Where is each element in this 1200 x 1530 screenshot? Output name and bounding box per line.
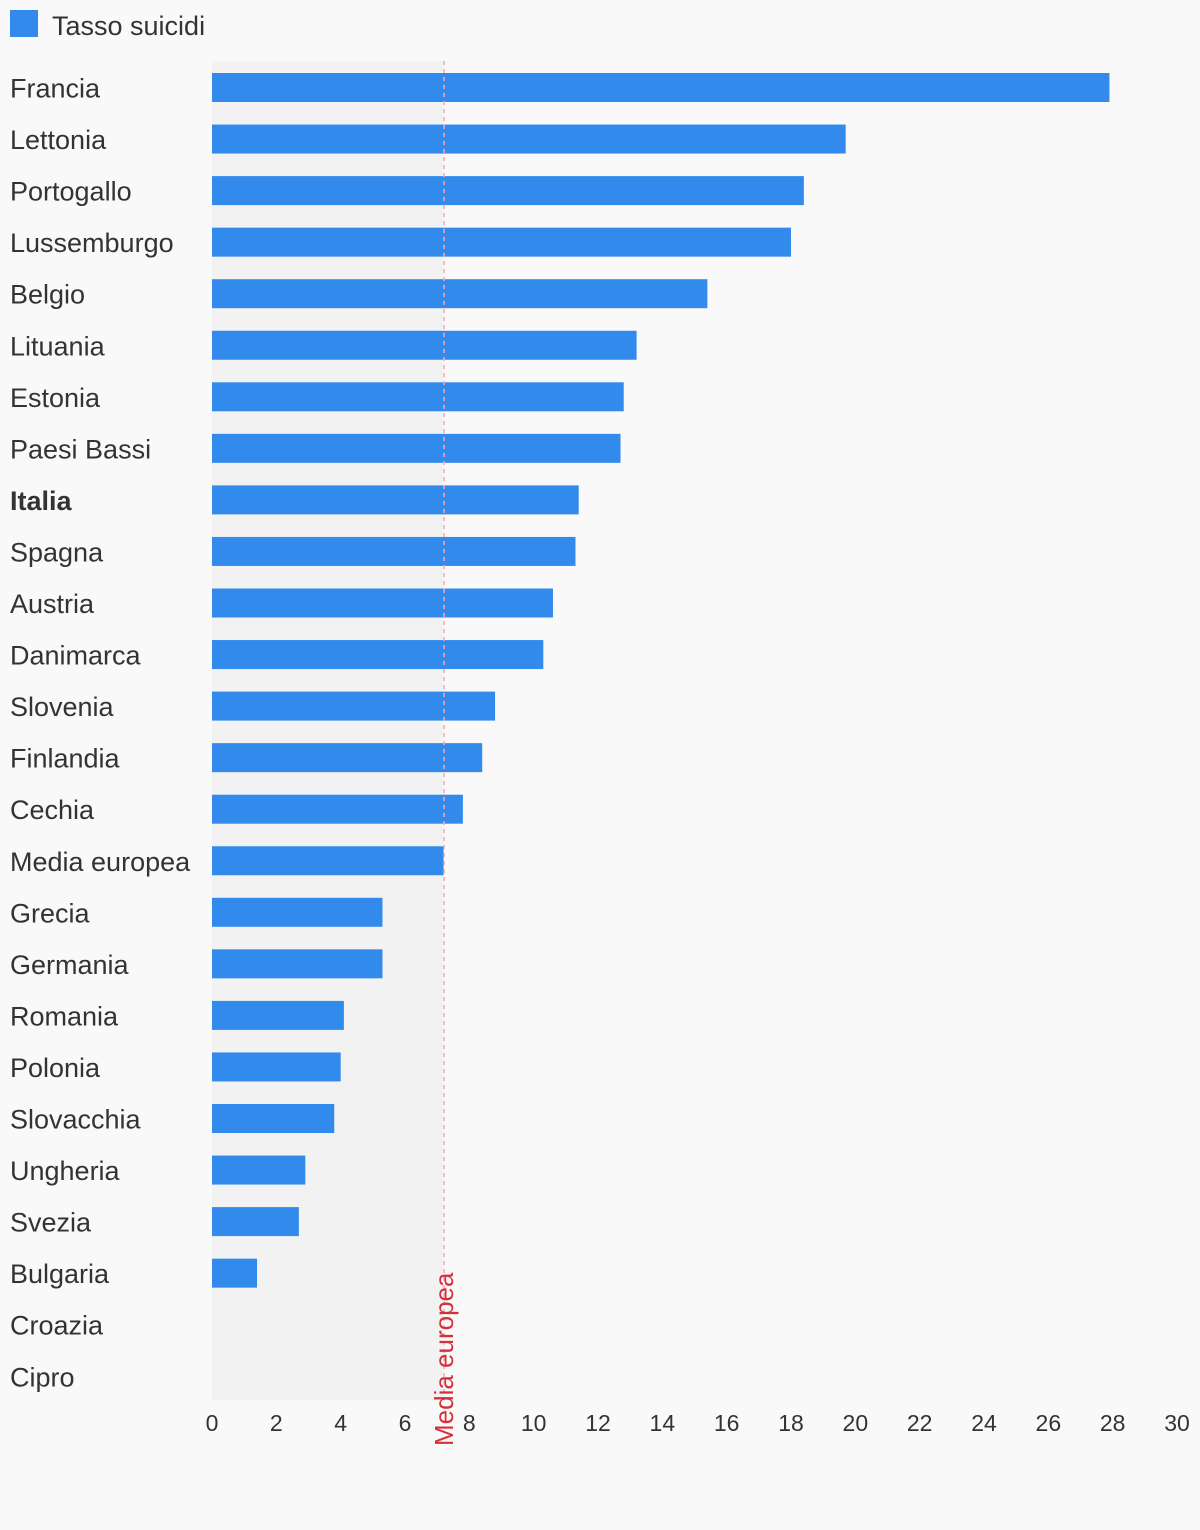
category-label: Polonia: [10, 1053, 101, 1083]
category-label: Lituania: [10, 331, 106, 361]
category-label: Danimarca: [10, 641, 142, 671]
bar[interactable]: [212, 176, 804, 206]
x-tick-label: 8: [463, 1410, 476, 1436]
bar[interactable]: [212, 588, 553, 618]
bar[interactable]: [212, 1155, 306, 1185]
bar[interactable]: [212, 1104, 335, 1133]
bar[interactable]: [212, 330, 637, 360]
bar[interactable]: [212, 949, 383, 979]
category-label: Lettonia: [10, 125, 107, 155]
bar[interactable]: [212, 433, 621, 463]
category-label: Slovenia: [10, 692, 115, 722]
bar[interactable]: [212, 1258, 258, 1288]
category-label: Slovacchia: [10, 1105, 142, 1135]
bar[interactable]: [212, 897, 383, 927]
bar[interactable]: [212, 846, 444, 876]
bar[interactable]: [212, 1052, 341, 1082]
bar[interactable]: [212, 536, 576, 566]
category-label: Estonia: [10, 383, 101, 413]
x-tick-label: 28: [1100, 1410, 1126, 1436]
bar[interactable]: [212, 794, 463, 824]
category-label: Cechia: [10, 795, 95, 825]
category-label: Spagna: [10, 537, 104, 567]
x-tick-label: 2: [270, 1410, 283, 1436]
category-label: Belgio: [10, 280, 85, 310]
bar[interactable]: [212, 279, 708, 309]
category-label: Austria: [10, 589, 95, 619]
reference-line-label: Media europea: [429, 1272, 459, 1446]
category-label: Finlandia: [10, 744, 121, 774]
bar[interactable]: [212, 124, 846, 154]
bar[interactable]: [212, 73, 1110, 102]
x-tick-label: 4: [334, 1410, 347, 1436]
x-tick-label: 16: [714, 1410, 740, 1436]
category-label: Svezia: [10, 1208, 92, 1238]
category-label: Francia: [10, 74, 101, 104]
x-tick-label: 24: [971, 1410, 997, 1436]
category-label: Italia: [10, 486, 73, 516]
category-label: Lussemburgo: [10, 228, 174, 258]
x-tick-label: 30: [1164, 1410, 1190, 1436]
bar[interactable]: [212, 1207, 299, 1237]
x-tick-label: 0: [206, 1410, 219, 1436]
bar[interactable]: [212, 691, 496, 721]
category-label: Paesi Bassi: [10, 434, 151, 464]
legend-label: Tasso suicidi: [52, 11, 205, 41]
x-tick-label: 18: [778, 1410, 804, 1436]
bar[interactable]: [212, 485, 579, 515]
category-label: Germania: [10, 950, 130, 980]
category-label: Croazia: [10, 1311, 104, 1341]
category-label: Ungheria: [10, 1156, 121, 1186]
bar[interactable]: [212, 227, 791, 257]
bar[interactable]: [212, 743, 483, 773]
category-label: Romania: [10, 1001, 119, 1031]
x-tick-label: 26: [1036, 1410, 1062, 1436]
category-label: Portogallo: [10, 177, 132, 207]
category-label: Media europea: [10, 847, 191, 877]
category-label: Grecia: [10, 898, 91, 928]
bar[interactable]: [212, 640, 544, 670]
x-tick-label: 10: [521, 1410, 547, 1436]
bar[interactable]: [212, 382, 624, 412]
x-tick-label: 6: [399, 1410, 412, 1436]
below-average-region: [212, 61, 444, 1400]
x-tick-label: 14: [650, 1410, 676, 1436]
x-tick-label: 20: [843, 1410, 869, 1436]
x-tick-label: 22: [907, 1410, 933, 1436]
category-label: Cipro: [10, 1362, 75, 1392]
x-tick-label: 12: [585, 1410, 611, 1436]
bar[interactable]: [212, 1000, 344, 1030]
category-label: Bulgaria: [10, 1259, 110, 1289]
legend-swatch: [10, 10, 38, 37]
